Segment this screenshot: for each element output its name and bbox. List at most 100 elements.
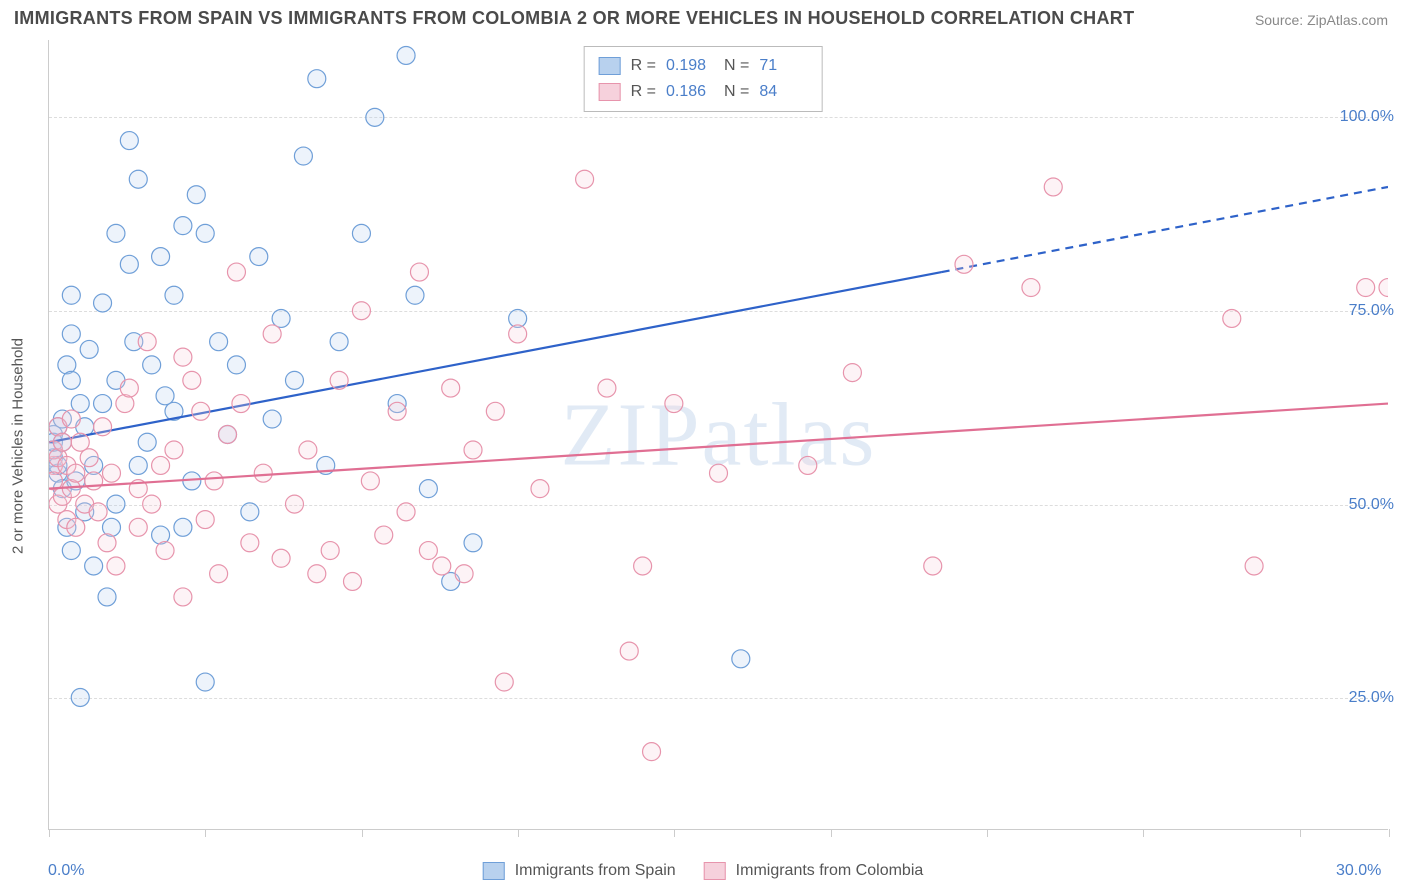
scatter-point [464, 441, 482, 459]
scatter-point [67, 518, 85, 536]
scatter-point [174, 217, 192, 235]
scatter-point [361, 472, 379, 490]
legend-row: R = 0.198 N = 71 [599, 53, 808, 79]
scatter-point [643, 743, 661, 761]
scatter-point [210, 333, 228, 351]
legend-swatch-icon [599, 57, 621, 75]
scatter-point [107, 557, 125, 575]
scatter-point [294, 147, 312, 165]
scatter-point [138, 333, 156, 351]
scatter-point [227, 263, 245, 281]
legend-n-value: 84 [759, 79, 807, 105]
scatter-point [192, 402, 210, 420]
scatter-point [344, 572, 362, 590]
scatter-point [388, 402, 406, 420]
scatter-point [285, 495, 303, 513]
scatter-point [196, 224, 214, 242]
scatter-point [442, 379, 460, 397]
scatter-point [352, 224, 370, 242]
legend-item-label: Immigrants from Spain [515, 862, 676, 880]
scatter-point [321, 542, 339, 560]
scatter-point [94, 395, 112, 413]
scatter-point [263, 325, 281, 343]
scatter-point [120, 132, 138, 150]
scatter-point [98, 534, 116, 552]
scatter-point [330, 371, 348, 389]
chart-svg [49, 40, 1388, 829]
scatter-point [1044, 178, 1062, 196]
scatter-point [419, 542, 437, 560]
legend-item: Immigrants from Colombia [704, 862, 924, 880]
xtick [205, 829, 206, 837]
scatter-point [263, 410, 281, 428]
scatter-point [98, 588, 116, 606]
scatter-point [80, 449, 98, 467]
scatter-point [62, 371, 80, 389]
scatter-point [308, 70, 326, 88]
scatter-point [464, 534, 482, 552]
scatter-point [455, 565, 473, 583]
scatter-point [366, 108, 384, 126]
scatter-point [143, 356, 161, 374]
legend-item: Immigrants from Spain [483, 862, 676, 880]
scatter-point [1223, 309, 1241, 327]
scatter-point [62, 286, 80, 304]
scatter-point [397, 46, 415, 64]
scatter-point [799, 456, 817, 474]
scatter-point [1245, 557, 1263, 575]
xtick [362, 829, 363, 837]
scatter-point [210, 565, 228, 583]
legend-n-label: N = [724, 79, 749, 105]
scatter-point [397, 503, 415, 521]
legend-series: Immigrants from Spain Immigrants from Co… [483, 862, 924, 880]
scatter-point [241, 534, 259, 552]
legend-r-label: R = [631, 53, 656, 79]
xtick [1300, 829, 1301, 837]
scatter-point [165, 441, 183, 459]
scatter-point [1022, 279, 1040, 297]
xtick [987, 829, 988, 837]
legend-r-value: 0.198 [666, 53, 714, 79]
scatter-point [205, 472, 223, 490]
scatter-point [955, 255, 973, 273]
scatter-point [620, 642, 638, 660]
scatter-point [486, 402, 504, 420]
scatter-point [219, 426, 237, 444]
scatter-point [143, 495, 161, 513]
xtick-label: 30.0% [1336, 862, 1381, 880]
legend-n-value: 71 [759, 53, 807, 79]
y-axis-label: 2 or more Vehicles in Household [10, 338, 27, 554]
scatter-point [272, 549, 290, 567]
scatter-point [924, 557, 942, 575]
scatter-point [634, 557, 652, 575]
scatter-point [352, 302, 370, 320]
scatter-point [1379, 279, 1388, 297]
scatter-point [152, 248, 170, 266]
scatter-point [156, 542, 174, 560]
scatter-point [710, 464, 728, 482]
scatter-point [241, 503, 259, 521]
xtick [1143, 829, 1144, 837]
scatter-point [254, 464, 272, 482]
scatter-point [107, 495, 125, 513]
scatter-point [102, 464, 120, 482]
scatter-point [94, 294, 112, 312]
plot-area: ZIPatlas [48, 40, 1388, 830]
scatter-point [53, 433, 71, 451]
scatter-point [433, 557, 451, 575]
scatter-point [67, 464, 85, 482]
scatter-point [129, 518, 147, 536]
scatter-point [419, 480, 437, 498]
scatter-point [196, 511, 214, 529]
scatter-point [120, 255, 138, 273]
scatter-point [375, 526, 393, 544]
scatter-point [250, 248, 268, 266]
scatter-point [1357, 279, 1375, 297]
legend-r-value: 0.186 [666, 79, 714, 105]
trend-line-dashed [942, 187, 1388, 272]
scatter-point [308, 565, 326, 583]
scatter-point [410, 263, 428, 281]
scatter-point [62, 325, 80, 343]
scatter-point [89, 503, 107, 521]
legend-swatch-icon [483, 862, 505, 880]
